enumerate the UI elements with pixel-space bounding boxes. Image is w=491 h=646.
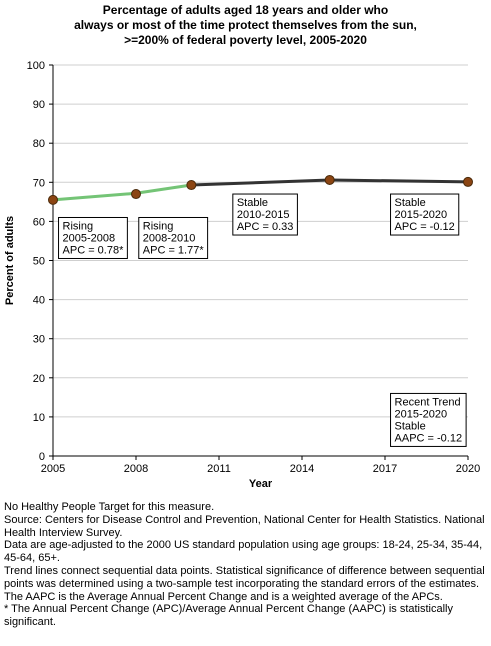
chart-title-line: Percentage of adults aged 18 years and o… — [102, 3, 389, 17]
data-point — [48, 194, 58, 205]
annotation-frame — [138, 216, 209, 259]
annotation-frame — [390, 392, 467, 447]
y-tick-label: 10 — [33, 412, 45, 424]
chart-title: Percentage of adults aged 18 years and o… — [0, 3, 491, 48]
y-tick-label: 30 — [33, 334, 45, 346]
trend-segment — [134, 183, 193, 195]
data-point — [324, 174, 335, 185]
y-tick-label: 20 — [33, 373, 45, 385]
trend-segment — [51, 191, 138, 202]
annotation-text: Stable — [395, 197, 426, 209]
annotation-frame — [232, 193, 298, 236]
annotation-text: 2015-2020 — [395, 209, 448, 221]
y-tick-label: 80 — [33, 138, 45, 150]
line-chart: 0 10 20 30 40 50 60 70 80 90 100 2005 2008 2011 2014 20… — [4, 60, 481, 490]
x-tick-label: 2014 — [290, 463, 314, 475]
annotation-frame — [58, 216, 128, 259]
annotation-text: APC = -0.12 — [395, 221, 455, 233]
annotation-text: 2008-2010 — [143, 232, 196, 244]
data-markers — [48, 174, 473, 205]
data-point — [131, 189, 141, 200]
annotation-text: Rising — [63, 220, 94, 232]
x-tick-label: 2011 — [207, 463, 231, 475]
x-tick-label: 2020 — [456, 463, 480, 475]
x-tick-label: 2005 — [41, 463, 65, 475]
x-tick-label: 2008 — [124, 463, 148, 475]
footnote: Trend lines connect sequential data poin… — [4, 564, 485, 590]
annotation-text: APC = 0.33 — [237, 221, 294, 233]
data-point — [463, 176, 473, 187]
data-point — [186, 180, 197, 191]
annotation-text: AAPC = -0.12 — [395, 432, 463, 444]
annotation-text: APC = 0.78* — [63, 244, 125, 256]
x-axis-label: Year — [249, 478, 273, 490]
footnote: * The Annual Percent Change (APC)/Averag… — [4, 603, 454, 629]
trend-lines — [51, 178, 470, 202]
chart-title-line: always or most of the time protect thems… — [74, 18, 417, 32]
chart-title-line: >=200% of federal poverty level, 2005-20… — [124, 33, 367, 47]
footnote: Data are age-adjusted to the 2000 US sta… — [4, 539, 483, 565]
annotation-text: Stable — [395, 420, 426, 432]
y-tick-label: 0 — [39, 451, 45, 463]
annotation-text: APC = 1.77* — [143, 244, 205, 256]
footnote: The AAPC is the Average Annual Percent C… — [4, 590, 443, 603]
x-tick-label: 2017 — [373, 463, 397, 475]
annotation-text: 2010-2015 — [237, 209, 290, 221]
axes: 0 10 20 30 40 50 60 70 80 90 100 2005 2008 2011 2014 20… — [27, 60, 481, 475]
annotation-text: 2015-2020 — [395, 408, 448, 420]
footnote: Source: Centers for Disease Control and … — [4, 513, 485, 539]
y-axis-label: Percent of adults — [4, 216, 16, 305]
y-tick-label: 70 — [33, 177, 45, 189]
trend-segment — [328, 178, 470, 184]
annotation-text: Stable — [237, 197, 268, 209]
y-tick-label: 90 — [33, 99, 45, 111]
trend-segment — [189, 178, 332, 187]
y-tick-label: 60 — [33, 216, 45, 228]
annotation-text: 2005-2008 — [63, 232, 116, 244]
annotation-text: Rising — [143, 220, 174, 232]
footnotes: No Healthy People Target for this measur… — [4, 501, 490, 629]
y-tick-label: 40 — [33, 295, 45, 307]
y-tick-label: 50 — [33, 256, 45, 268]
footnote: No Healthy People Target for this measur… — [4, 501, 215, 513]
y-tick-label: 100 — [27, 60, 45, 72]
annotation-frame — [390, 193, 460, 236]
annotation-text: Recent Trend — [395, 396, 461, 408]
